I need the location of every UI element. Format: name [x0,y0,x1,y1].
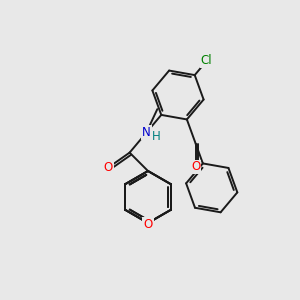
Text: O: O [143,218,153,230]
Text: O: O [191,160,200,173]
Text: N: N [142,126,151,139]
Text: Cl: Cl [201,54,212,67]
Text: H: H [152,130,161,143]
Text: O: O [104,161,113,174]
